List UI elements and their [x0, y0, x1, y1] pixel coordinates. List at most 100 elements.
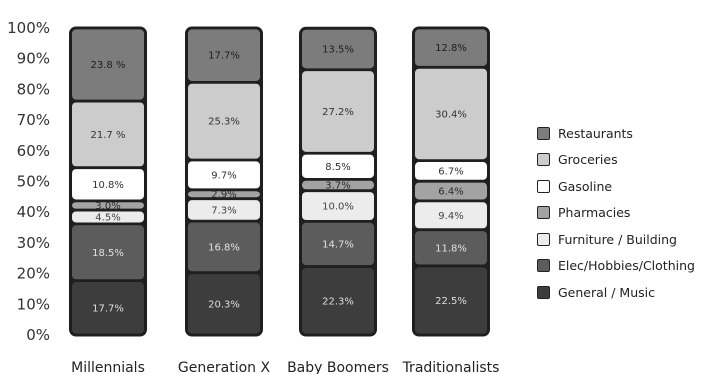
legend-item: Gasoline — [537, 173, 695, 200]
bar-segment — [302, 222, 374, 266]
y-axis-ticks: 0% 10% 20% 30% 40% 50% 60% 70% 80% 90% 100% — [7, 19, 50, 344]
bar-segment — [415, 162, 487, 180]
legend-item: Groceries — [537, 147, 695, 174]
bar-segment — [415, 202, 487, 229]
segment-value-label: 30.4% — [435, 109, 467, 120]
bar-segment — [302, 71, 374, 152]
segment-value-label: 9.7% — [211, 170, 236, 181]
bar-segment — [72, 169, 144, 200]
x-axis-categories: Millennials Generation X Baby Boomers Tradi… — [71, 360, 499, 374]
segment-value-label: 18.5% — [92, 248, 124, 259]
bar-segment — [188, 29, 260, 81]
bar-segment — [415, 68, 487, 160]
segment-value-label: 11.8% — [435, 243, 467, 254]
legend-swatch — [537, 232, 550, 246]
y-tick-label: 60% — [17, 142, 50, 160]
segment-value-label: 9.4% — [438, 211, 463, 222]
segment-value-label: 22.3% — [322, 296, 354, 307]
bar-segment — [302, 29, 374, 69]
bar-segment — [188, 200, 260, 220]
y-tick-label: 90% — [17, 50, 50, 68]
legend-label: Furniture / Building — [558, 231, 677, 247]
segment-value-label: 12.8% — [435, 43, 467, 54]
legend-label: Restaurants — [558, 125, 633, 141]
bar-stack: 22.5% 11.8% 9.4% 6.4% 6.7% 30.4% 12.8% — [412, 26, 490, 337]
legend-item: General / Music — [537, 279, 695, 306]
segment-value-label: 3.7% — [325, 181, 350, 192]
legend-item: Restaurants — [537, 120, 695, 147]
y-tick-label: 80% — [17, 80, 50, 98]
bar-segment — [72, 211, 144, 223]
bar-segment — [72, 202, 144, 209]
bar-stack: 22.3% 14.7% 10.0% 3.7% 8.5% 27.2% 13.5% — [299, 26, 377, 337]
y-tick-label: 30% — [17, 234, 50, 252]
segment-value-label: 27.2% — [322, 107, 354, 118]
x-category-label: Generation X — [178, 360, 271, 374]
legend: Restaurants Groceries Gasoline Pharmacies Fu… — [537, 120, 695, 306]
bar-segment — [188, 274, 260, 334]
legend-label: Elec/Hobbies/Clothing — [558, 258, 695, 274]
segment-value-label: 17.7% — [208, 51, 240, 62]
bar-segment — [72, 225, 144, 280]
legend-swatch — [537, 126, 550, 140]
segment-value-label: 25.3% — [208, 117, 240, 128]
legend-label: General / Music — [558, 284, 655, 300]
segment-value-label: 2.9% — [211, 190, 236, 201]
legend-label: Pharmacies — [558, 205, 631, 221]
x-category-label: Traditionalists — [402, 360, 500, 374]
bar-segment — [415, 267, 487, 334]
segment-value-label: 10.0% — [322, 202, 354, 213]
bar-segment — [188, 83, 260, 159]
bar-segment — [188, 161, 260, 189]
bar-segment — [302, 192, 374, 221]
segment-value-label: 4.5% — [95, 212, 120, 223]
y-tick-label: 40% — [17, 203, 50, 221]
y-tick-label: 0% — [26, 326, 50, 344]
legend-swatch — [537, 206, 550, 220]
segment-value-label: 21.7 % — [91, 130, 126, 141]
legend-swatch — [537, 179, 550, 193]
bar-stack: 20.3% 16.8% 7.3% 2.9% 9.7% 25.3% 17.7% — [185, 26, 263, 337]
x-category-label: Millennials — [71, 360, 145, 374]
bars: 17.7% 18.5% 4.5%3.0% 10.8% 21.7 % 23.8 % 20.3%… — [69, 26, 490, 337]
bar-segment — [302, 154, 374, 178]
bar-segment — [415, 29, 487, 66]
legend-item: Furniture / Building — [537, 226, 695, 253]
bar-segment — [302, 267, 374, 334]
legend-swatch — [537, 285, 550, 299]
y-tick-label: 50% — [17, 173, 50, 191]
segment-value-label: 10.8% — [92, 180, 124, 191]
bar-segment — [188, 191, 260, 198]
bar-segment — [188, 222, 260, 272]
bar-segment — [415, 231, 487, 265]
y-tick-label: 70% — [17, 111, 50, 129]
legend-swatch — [537, 153, 550, 167]
bar-stack: 17.7% 18.5% 4.5%3.0% 10.8% 21.7 % 23.8 % — [69, 26, 147, 337]
x-category-label: Baby Boomers — [287, 360, 389, 374]
legend-item: Pharmacies — [537, 200, 695, 227]
segment-value-label: 16.8% — [208, 242, 240, 253]
bar-segment — [72, 29, 144, 100]
legend-label: Groceries — [558, 152, 618, 168]
y-tick-label: 10% — [17, 295, 50, 313]
y-tick-label: 20% — [17, 265, 50, 283]
segment-value-label: 13.5% — [322, 45, 354, 56]
segment-value-label: 23.8 % — [91, 60, 126, 71]
segment-value-label: 8.5% — [325, 162, 350, 173]
legend-label: Gasoline — [558, 178, 613, 194]
legend-swatch — [537, 259, 550, 273]
bar-segment — [72, 102, 144, 167]
y-tick-label: 100% — [7, 19, 50, 37]
bar-segment — [415, 182, 487, 200]
bar-segment — [302, 180, 374, 190]
segment-value-label: 7.3% — [211, 205, 236, 216]
segment-value-label: 14.7% — [322, 239, 354, 250]
segment-value-label: 20.3% — [208, 299, 240, 310]
segment-value-label: 6.4% — [438, 187, 463, 198]
segment-value-label: 22.5% — [435, 296, 467, 307]
legend-item: Elec/Hobbies/Clothing — [537, 253, 695, 280]
bar-segment — [72, 282, 144, 334]
segment-value-label: 17.7% — [92, 303, 124, 314]
segment-value-label: 3.0% — [95, 201, 120, 212]
